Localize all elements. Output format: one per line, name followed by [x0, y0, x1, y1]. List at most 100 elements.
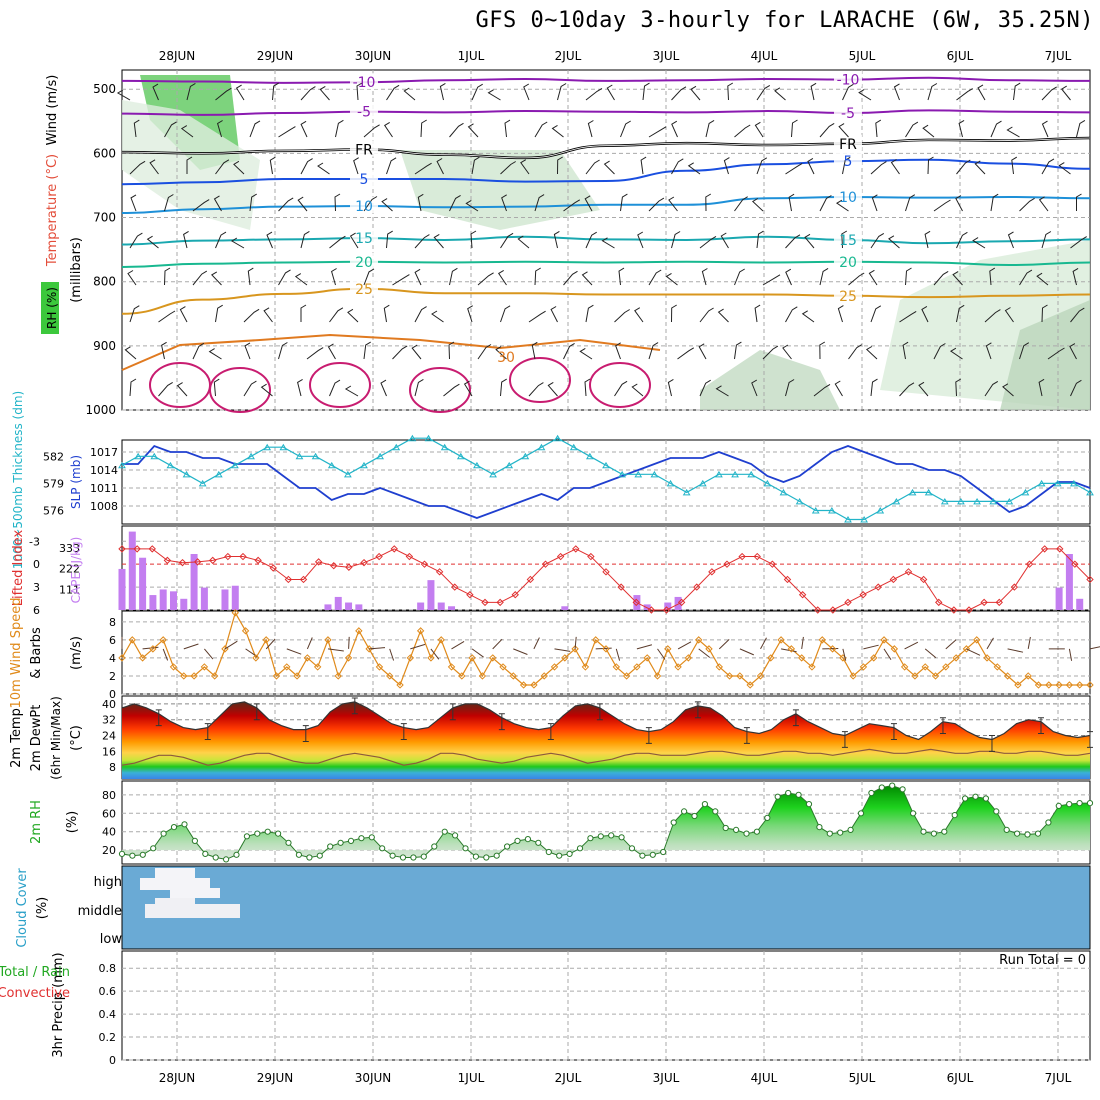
rh-marker: [399, 854, 407, 861]
cape-bar: [664, 602, 672, 610]
wind-speed-marker: [540, 672, 548, 680]
wind-barb: [213, 378, 220, 397]
wind-barb: [414, 306, 427, 323]
wind-speed-marker: [674, 663, 682, 671]
wind-barb: [579, 347, 593, 360]
wind-barb: [208, 348, 222, 360]
wind-barb: [603, 160, 615, 175]
wind-barb: [130, 194, 137, 212]
slp-tick-label: 1011: [90, 482, 118, 495]
cape-bar: [334, 596, 342, 610]
wind-barb: [1069, 343, 1077, 360]
wind-barb: [671, 86, 687, 101]
cloud-high-block: [140, 878, 210, 890]
wind-barb: [300, 86, 316, 101]
lifted-index-marker: [859, 591, 867, 599]
precip-tick-label: 0.2: [99, 1031, 117, 1044]
contour-label: FR: [355, 143, 373, 159]
wind-speed-marker: [344, 654, 353, 662]
lifted-index-marker: [1071, 560, 1079, 568]
rh-marker: [212, 854, 219, 861]
cape-bar: [643, 604, 651, 610]
cloud-middle-block: [155, 898, 195, 906]
date-label-bottom: 2JUL: [555, 1071, 582, 1085]
wind-barb: [463, 380, 473, 397]
contour-label-bg: [350, 102, 378, 119]
lifted-index-marker: [269, 564, 277, 572]
thickness-marker: [1086, 488, 1094, 496]
temp-tick-label: 40: [102, 698, 116, 711]
wind-speed-line: [121, 611, 1090, 687]
precip-tick-label: 0.8: [99, 962, 117, 975]
lifted-index-marker: [118, 545, 126, 553]
wind-speed-marker: [962, 645, 971, 653]
rh-marker: [1024, 831, 1031, 838]
wind-barb: [905, 194, 916, 212]
wind-barb: [1047, 347, 1065, 360]
wind-barb: [705, 119, 715, 138]
wind-barb: [349, 232, 359, 249]
wind-barb: [956, 88, 973, 101]
cape-bar: [149, 595, 157, 610]
wind-speed-marker: [859, 663, 868, 671]
lifted-index-marker: [526, 575, 535, 584]
cape-bar: [324, 604, 332, 610]
wind-barb: [500, 378, 507, 397]
thickness-marker: [392, 443, 401, 451]
lifted-index-marker: [481, 598, 489, 607]
wind-barb: [933, 199, 951, 212]
date-label-bottom: 1JUL: [458, 1071, 485, 1085]
wind-barb: [585, 159, 600, 175]
contour-label: 15: [839, 233, 857, 249]
wind-barb: [329, 379, 341, 397]
wind-barb: [1006, 126, 1020, 138]
wind-barb: [637, 231, 644, 249]
contour-label-bg: [350, 140, 378, 157]
wind-barb: [990, 193, 999, 212]
panel-precip: [121, 950, 1091, 1061]
wind-barb: [380, 379, 387, 397]
ylabel-2m-rh: 2m RH: [29, 800, 44, 844]
rh-marker: [691, 812, 698, 820]
wind-barb: [837, 305, 844, 323]
wind-barb: [344, 385, 359, 397]
wind-speed-marker: [1055, 681, 1063, 689]
wind-barb: [955, 195, 963, 212]
lifted-index-marker: [556, 552, 565, 561]
cape-bar: [345, 602, 353, 610]
chart-marks: [116, 70, 1100, 918]
rh-marker: [368, 834, 375, 841]
wind-barb: [788, 193, 795, 212]
rh-marker: [556, 852, 563, 859]
rh-marker: [493, 852, 500, 859]
thickness-tick-label: 579: [43, 477, 64, 490]
thickness-line: [121, 437, 1091, 521]
wind-barb: [500, 305, 511, 323]
wind-barb: [782, 344, 792, 360]
wind-barb: [1041, 158, 1055, 175]
wind-barb: [584, 378, 591, 397]
wind-barb: [785, 306, 798, 323]
rh-marker: [431, 843, 438, 850]
wind-barb: [467, 305, 473, 323]
ylabel-2m-temp: 2m Temp: [9, 708, 24, 768]
date-label-top: 29JUN: [257, 49, 294, 63]
wind-barb: [414, 378, 424, 397]
rh-marker: [649, 851, 656, 858]
cape-bar: [190, 554, 198, 610]
thickness-marker: [505, 461, 514, 469]
rh-marker: [1014, 830, 1021, 837]
thickness-marker: [247, 452, 255, 460]
lifted-index-marker: [435, 568, 444, 576]
wind-barb: [297, 378, 303, 397]
rh-marker: [1034, 830, 1042, 837]
rh-marker: [254, 830, 261, 837]
thickness-marker: [521, 452, 530, 460]
temp-minmax-marker: [1037, 717, 1044, 735]
wind-barb: [233, 160, 245, 175]
rh-marker: [628, 845, 636, 852]
wind-barb: [161, 341, 167, 360]
wind-barb-10m: [204, 648, 214, 660]
rh-marker: [837, 829, 844, 836]
ylabel-thickness: 1000~500mb Thickness (dm): [11, 391, 25, 569]
